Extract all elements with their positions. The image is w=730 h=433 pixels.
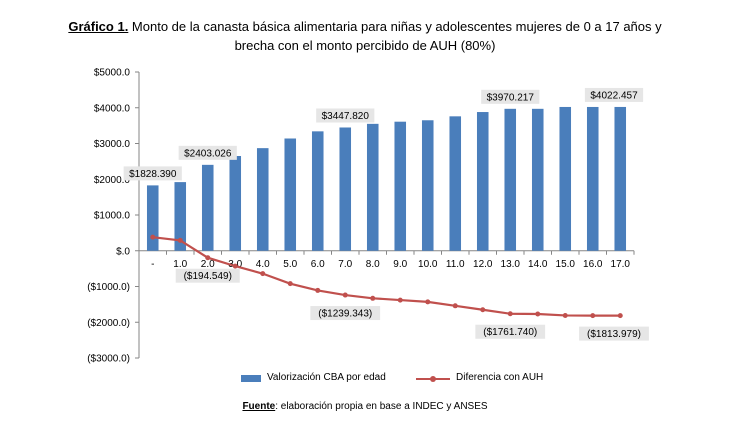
bar-data-label: $3447.820 bbox=[322, 111, 370, 122]
line-point bbox=[342, 292, 348, 298]
x-tick-label: 7.0 bbox=[338, 259, 352, 270]
line-point bbox=[177, 237, 183, 243]
line-point bbox=[150, 234, 156, 240]
line-point bbox=[452, 303, 458, 309]
x-tick-label: 4.0 bbox=[256, 259, 270, 270]
bar bbox=[174, 182, 187, 251]
x-tick-label: 1.0 bbox=[173, 259, 187, 270]
y-tick-label: ($1000.0) bbox=[87, 282, 130, 293]
legend-bar-swatch bbox=[241, 375, 261, 382]
x-tick-label: 2.0 bbox=[201, 259, 215, 270]
y-tick-label: $2000.0 bbox=[94, 175, 131, 186]
source-text: : elaboración propia en base a INDEC y A… bbox=[275, 401, 488, 412]
source-note: Fuente: elaboración propia en base a IND… bbox=[0, 401, 730, 412]
bar bbox=[421, 120, 434, 251]
title-line-1-text: Monto de la canasta básica alimentaria p… bbox=[128, 19, 662, 34]
line-point bbox=[507, 311, 513, 317]
bar bbox=[476, 112, 489, 251]
bar bbox=[311, 131, 324, 251]
bar bbox=[201, 164, 214, 251]
title-line-1: Gráfico 1. Monto de la canasta básica al… bbox=[0, 17, 730, 36]
title-lead: Gráfico 1. bbox=[68, 19, 129, 34]
x-tick-label: 12.0 bbox=[473, 259, 493, 270]
x-tick-label: 9.0 bbox=[393, 259, 407, 270]
bar bbox=[449, 116, 462, 251]
line-data-label-box bbox=[175, 268, 240, 283]
line-point bbox=[397, 297, 403, 303]
line-point bbox=[425, 299, 431, 305]
bar bbox=[394, 121, 407, 251]
line-data-label-box bbox=[475, 324, 546, 339]
bar-data-label-box bbox=[178, 145, 237, 160]
bar-data-label: $1828.390 bbox=[129, 169, 177, 180]
line-point bbox=[590, 313, 596, 319]
x-tick-label: 6.0 bbox=[311, 259, 325, 270]
line-point bbox=[205, 255, 211, 261]
line-data-label: ($1761.740) bbox=[483, 327, 537, 338]
line-data-label-box bbox=[310, 306, 381, 321]
y-tick-label: ($3000.0) bbox=[87, 354, 130, 365]
y-tick-label: $5000.0 bbox=[94, 68, 131, 79]
x-tick-label: 8.0 bbox=[366, 259, 380, 270]
bar-data-label-box bbox=[123, 166, 182, 181]
bar bbox=[366, 123, 379, 251]
bar-data-label-box bbox=[481, 89, 540, 104]
legend-line-marker bbox=[430, 376, 436, 382]
bar bbox=[531, 108, 544, 251]
x-tick-label: 11.0 bbox=[446, 259, 465, 270]
x-tick-label: 10.0 bbox=[418, 259, 438, 270]
x-tick-label: 5.0 bbox=[283, 259, 297, 270]
bar-data-label-box bbox=[584, 87, 644, 102]
bar bbox=[614, 106, 627, 251]
chart-title: Gráfico 1. Monto de la canasta básica al… bbox=[0, 17, 730, 55]
legend: Valorización CBA por edad Diferencia con… bbox=[0, 371, 730, 387]
line-data-label: ($194.549) bbox=[184, 271, 232, 282]
line-data-label: ($1813.979) bbox=[587, 329, 641, 340]
bar-data-label: $2403.026 bbox=[184, 148, 232, 159]
bar-data-label: $3970.217 bbox=[487, 92, 535, 103]
line-point bbox=[617, 313, 623, 319]
line-data-label-box bbox=[579, 326, 649, 341]
x-tick-label: 16.0 bbox=[583, 259, 603, 270]
bar bbox=[586, 106, 599, 251]
bar bbox=[339, 127, 352, 251]
bar bbox=[229, 156, 242, 251]
line-point bbox=[315, 287, 321, 293]
line-point bbox=[480, 307, 486, 313]
x-tick-label: - bbox=[151, 259, 154, 270]
bar bbox=[146, 185, 159, 251]
x-tick-label: 15.0 bbox=[556, 259, 576, 270]
line-point bbox=[260, 271, 266, 277]
y-tick-label: $4000.0 bbox=[94, 103, 131, 114]
bar bbox=[284, 138, 297, 251]
line-point bbox=[232, 263, 238, 269]
bar bbox=[559, 106, 572, 251]
line-data-label: ($1239.343) bbox=[318, 309, 372, 320]
line-point bbox=[535, 311, 541, 317]
legend-bar-label: Valorización CBA por edad bbox=[267, 372, 386, 383]
bar-data-label-box bbox=[316, 108, 375, 123]
legend-line-label: Diferencia con AUH bbox=[456, 372, 544, 383]
y-tick-label: ($2000.0) bbox=[87, 318, 130, 329]
line-point bbox=[370, 295, 376, 301]
x-tick-label: 14.0 bbox=[528, 259, 548, 270]
y-tick-label: $.0 bbox=[116, 246, 130, 257]
bar bbox=[256, 148, 269, 251]
line-point bbox=[562, 312, 568, 318]
bar bbox=[504, 108, 517, 251]
y-tick-label: $3000.0 bbox=[94, 139, 131, 150]
title-line-2: brecha con el monto percibido de AUH (80… bbox=[234, 38, 496, 53]
line-point bbox=[287, 281, 293, 287]
line-series bbox=[152, 236, 621, 317]
source-key: Fuente bbox=[242, 401, 276, 412]
x-tick-label: 17.0 bbox=[611, 259, 631, 270]
y-tick-label: $1000.0 bbox=[94, 211, 131, 222]
x-tick-label: 13.0 bbox=[501, 259, 521, 270]
bar-data-label: $4022.457 bbox=[590, 90, 638, 101]
